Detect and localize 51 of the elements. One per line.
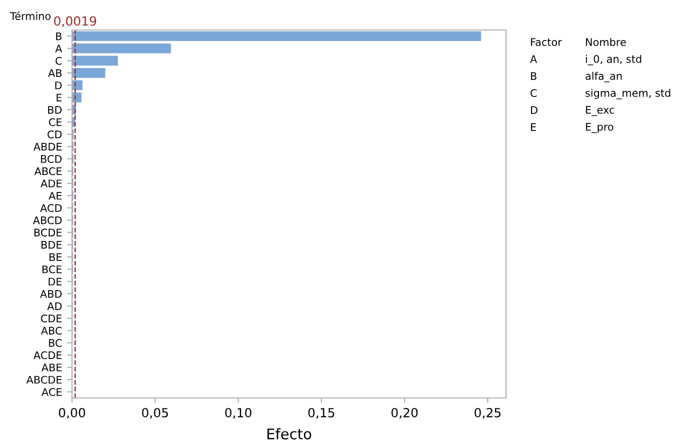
y-tick-label: ABCD — [32, 216, 62, 224]
y-tick-label: ABE — [42, 364, 62, 372]
x-tick-label: 0,10 — [225, 408, 252, 419]
y-tick-label: D — [55, 82, 62, 90]
y-tick-label: BC — [49, 339, 62, 347]
y-tick-label: B — [56, 32, 62, 40]
x-tick-label: 0,15 — [308, 408, 334, 419]
y-tick-label: ABCDE — [26, 376, 62, 384]
x-tick-label: 0,20 — [391, 408, 418, 419]
text: C — [530, 89, 537, 98]
text: B — [531, 72, 536, 80]
text: E_pro — [586, 122, 614, 134]
y-tick-label: BCDE — [34, 228, 62, 237]
y-tick-label: ABC — [40, 326, 62, 335]
y-tick-label: AB — [48, 69, 62, 77]
text: alfa_an — [586, 72, 622, 82]
text: A — [530, 55, 538, 63]
x-tick-label: 0,25 — [474, 408, 501, 419]
ref-line-label: 0,0019 — [54, 16, 96, 28]
y-tick-label: CDE — [40, 314, 62, 322]
y-tick-label: C — [56, 56, 62, 65]
y-tick-label: ACDE — [34, 351, 62, 360]
y-tick-label: BCE — [42, 265, 62, 274]
y-tick-label: CE — [49, 118, 62, 126]
y-tick-label: BDE — [42, 241, 62, 249]
y-tick-label: CD — [48, 130, 62, 138]
y-tick-label: A — [55, 44, 62, 52]
y-tick-label: ACE — [42, 388, 62, 396]
text: E — [531, 123, 536, 131]
text: Nombre — [586, 38, 626, 46]
y-tick-label: ABD — [40, 290, 62, 298]
text: Factor — [531, 38, 562, 46]
text: sigma_mem, std — [586, 88, 670, 100]
y-tick-label: ABDE — [33, 142, 62, 150]
y-tick-label: BE — [50, 253, 62, 261]
y-tick-label: AD — [47, 302, 62, 310]
x-tick-label: 0,05 — [142, 408, 168, 419]
y-tick-label: E — [56, 94, 62, 102]
text: E_exc — [586, 106, 614, 116]
y-axis-title: Término — [10, 12, 51, 20]
y-tick-label: DE — [48, 278, 62, 286]
y-tick-label: ACD — [40, 204, 62, 212]
y-tick-label: BCD — [41, 155, 62, 163]
x-axis-title: Efecto — [267, 428, 312, 440]
y-tick-label: AE — [48, 192, 62, 200]
y-tick-label: ADE — [40, 180, 62, 188]
x-tick-label: 0,00 — [58, 408, 86, 419]
y-tick-label: BD — [48, 106, 62, 114]
text: D — [531, 106, 538, 114]
text: i_0, an, std — [586, 54, 642, 66]
y-tick-label: ABCE — [34, 167, 62, 176]
